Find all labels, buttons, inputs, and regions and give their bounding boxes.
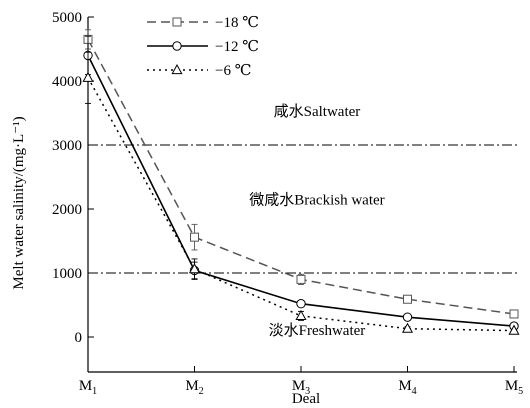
legend-marker (172, 41, 182, 51)
data-point (402, 312, 413, 322)
region-label: 微咸水Brackish water (249, 192, 384, 209)
plot-area: 0 1000 2000 3000 4000 5000 M1 M2 M3 M4 M5 咸水Saltwat… (52, 10, 523, 397)
data-point (190, 232, 199, 242)
y-tick-label: 2000 (52, 202, 82, 218)
legend-marker (172, 17, 182, 27)
x-axis-title: Deal (292, 391, 320, 407)
legend-label: −18 ℃ (215, 15, 259, 31)
data-point (295, 309, 307, 320)
data-point (296, 274, 306, 284)
x-tick-label: M4 (398, 378, 416, 397)
y-tick-label: 5000 (52, 10, 82, 26)
data-point (508, 324, 520, 335)
y-tick-label: 4000 (52, 74, 82, 90)
legend: −18 ℃ −12 ℃ −6 ℃ (147, 15, 259, 79)
y-axis-title: Melt water salinity/(mg·L⁻¹) (11, 116, 27, 289)
x-tick-label: M5 (505, 378, 523, 397)
y-tick-label: 0 (75, 330, 83, 346)
data-point (296, 299, 306, 309)
x-tick-label: M2 (185, 378, 203, 397)
x-tick-label: M1 (79, 378, 97, 397)
region-label: 淡水Freshwater (269, 322, 366, 339)
data-point (509, 309, 519, 319)
region-label: 咸水Saltwater (274, 103, 361, 120)
data-point (403, 294, 412, 304)
data-point (82, 71, 94, 82)
x-tick-label: M3 (292, 378, 310, 397)
data-point (188, 263, 201, 274)
y-tick-label: 3000 (52, 138, 82, 154)
y-tick-label: 1000 (52, 266, 82, 282)
legend-label: −6 ℃ (215, 63, 252, 79)
series-line (87, 77, 515, 332)
legend-marker (171, 63, 183, 75)
legend-label: −12 ℃ (215, 39, 259, 55)
data-point (401, 322, 414, 333)
series-line (87, 55, 515, 327)
